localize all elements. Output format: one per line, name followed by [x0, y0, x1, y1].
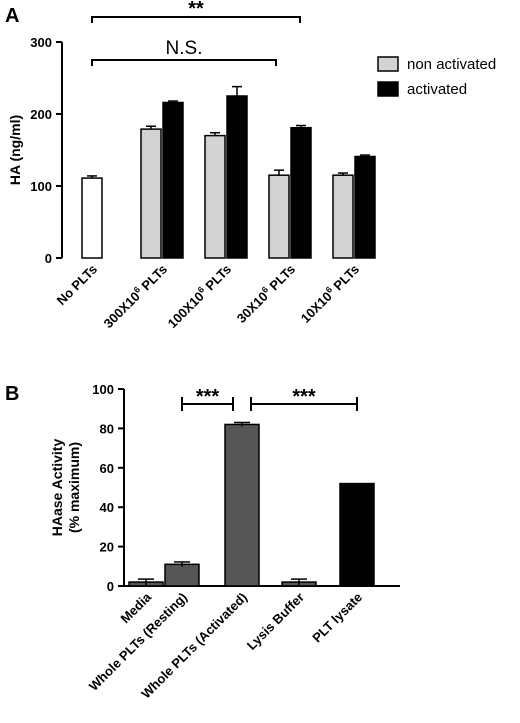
- bar-non-activated: [204, 134, 226, 259]
- significance-label-b: ***: [196, 386, 220, 408]
- legend-swatch: [377, 56, 399, 72]
- y-tick-label-b: 80: [100, 421, 114, 436]
- legend-swatch: [377, 81, 399, 97]
- y-axis-title-b: HAase Activity: [49, 439, 65, 537]
- x-category-label-b: Whole PLTs (Activated): [138, 590, 250, 702]
- x-category-label-a: 30X106 PLTs: [233, 261, 298, 326]
- x-category-label-a: No PLTs: [54, 262, 101, 309]
- x-category-label-b: Lysis Buffer: [244, 590, 307, 653]
- significance-bracket-a: [91, 59, 277, 66]
- x-category-label-a: 10X106 PLTs: [297, 261, 362, 326]
- y-tick-label-b: 40: [100, 500, 114, 515]
- y-tick-label-b: 100: [92, 382, 114, 397]
- x-category-label-b: PLT lysate: [309, 590, 365, 646]
- legend-label: activated: [407, 81, 467, 98]
- panel-b-letter: B: [5, 383, 19, 405]
- y-tick-label-b: 0: [107, 579, 114, 594]
- panel-a-letter: A: [5, 5, 19, 27]
- y-tick-label-b: 60: [100, 461, 114, 476]
- bar-non-activated: [268, 174, 290, 259]
- significance-label-a: N.S.: [166, 38, 203, 59]
- bar-activated: [354, 155, 376, 259]
- bar-activated: [226, 95, 248, 259]
- significance-bracket-a: [91, 16, 301, 23]
- bar-control: [81, 177, 103, 259]
- y-tick-label-a: 0: [45, 251, 52, 266]
- significance-label-a: **: [188, 0, 204, 20]
- y-tick-label-a: 200: [30, 107, 52, 122]
- x-category-label-a: 300X106 PLTs: [100, 261, 170, 331]
- bar-activated: [162, 101, 184, 259]
- legend-label: non activated: [407, 56, 496, 73]
- y-tick-label-a: 300: [30, 35, 52, 50]
- bar-b: [224, 423, 260, 587]
- significance-label-b: ***: [292, 386, 316, 408]
- bar-b: [164, 563, 200, 587]
- bar-b: [339, 482, 375, 587]
- y-tick-label-a: 100: [30, 179, 52, 194]
- bar-non-activated: [332, 174, 354, 259]
- y-axis-title-b: (% maximum): [66, 442, 82, 533]
- y-tick-label-b: 20: [100, 540, 114, 555]
- bar-activated: [290, 126, 312, 259]
- bar-non-activated: [140, 128, 162, 259]
- y-axis-title-a: HA (ng/ml): [7, 115, 23, 185]
- x-category-label-a: 100X106 PLTs: [164, 261, 234, 331]
